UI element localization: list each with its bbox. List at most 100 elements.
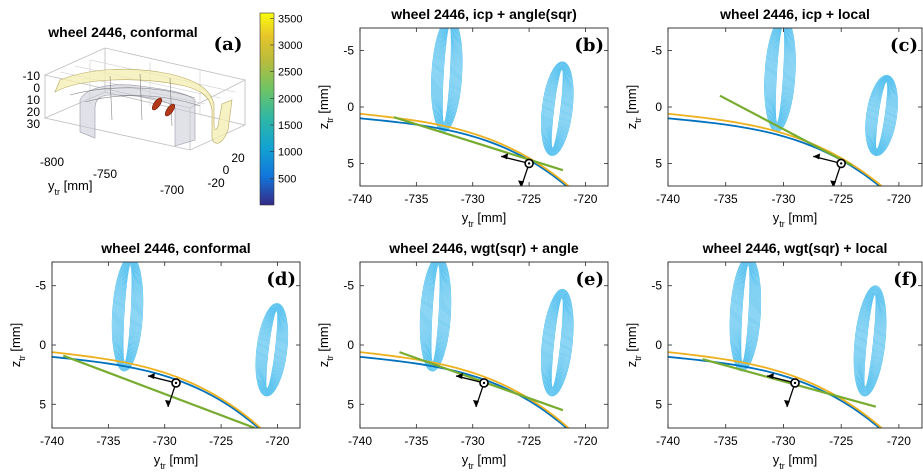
normal-arrowhead <box>165 399 171 407</box>
colorbar-tick-label: 3000 <box>278 40 302 52</box>
colorbar: 3500 3000 2500 2000 1500 1000 500 <box>259 12 302 206</box>
panel-f-title: wheel 2446, wgt(sqr) + local <box>702 240 888 256</box>
x-tick-label: -730 <box>153 434 177 448</box>
wheel-profile <box>668 112 883 186</box>
rail-profile <box>360 117 568 186</box>
y-tick-label: 0 <box>39 338 46 352</box>
panel-a-depth-tick: -20 <box>207 176 225 190</box>
y-tick-label: -5 <box>651 44 662 58</box>
y-axis-label: ztr [mm] <box>316 323 335 368</box>
x-tick-label: -740 <box>656 192 680 206</box>
panel-b-title: wheel 2446, icp + angle(sqr) <box>390 6 577 22</box>
tangent-arrowhead <box>767 372 774 379</box>
panel-d-title: wheel 2446, conformal <box>100 240 250 256</box>
y-axis-label: ztr [mm] <box>8 323 27 368</box>
pressure-distribution <box>764 28 796 133</box>
pressure-distribution <box>431 28 463 133</box>
colorbar-gradient <box>259 12 275 206</box>
normal-arrowhead <box>784 399 790 407</box>
x-tick-label: -720 <box>265 434 289 448</box>
panel-a: wheel 2446, conformal (a) <box>23 24 247 197</box>
pressure-distribution <box>419 262 452 372</box>
tangent-arrowhead <box>456 372 463 379</box>
y-tick-label: 5 <box>347 397 354 411</box>
panel-a-label: (a) <box>214 34 243 55</box>
y-tick-label: -5 <box>651 279 662 293</box>
pressure-distribution <box>853 285 887 397</box>
x-tick-label: -725 <box>517 434 541 448</box>
normal-arrowhead <box>518 180 525 186</box>
x-axis-label: ytr [mm] <box>773 210 818 229</box>
panel-a-contact-patch <box>151 97 163 111</box>
contact-line <box>702 358 877 408</box>
normal-arrowhead <box>473 399 479 407</box>
panel-a-ztick: 30 <box>27 117 41 131</box>
panel-a-xlabel: ytr [mm] <box>48 178 93 197</box>
panel-e-title: wheel 2446, wgt(sqr) + angle <box>388 240 579 256</box>
x-tick-label: -740 <box>348 434 372 448</box>
y-tick-label: 5 <box>655 397 662 411</box>
wheel-profile <box>360 112 570 186</box>
y-tick-label: -5 <box>343 44 354 58</box>
tangent-arrowhead <box>501 153 509 160</box>
panel-a-ztick: -10 <box>23 69 41 83</box>
x-tick-label: -720 <box>573 434 597 448</box>
x-tick-label: -735 <box>96 434 120 448</box>
contact-point-center <box>793 381 797 385</box>
y-tick-label: 0 <box>655 338 662 352</box>
panel-b-axes-box <box>359 27 609 187</box>
x-tick-label: -720 <box>573 192 597 206</box>
panel-b: wheel 2446, icp + angle(sqr) -740 -735 -730… <box>316 6 609 229</box>
panel-c-label: (c) <box>890 35 918 56</box>
contact-point-center <box>839 162 843 165</box>
tangent-arrowhead <box>148 372 155 379</box>
pressure-distribution <box>255 303 289 397</box>
wheel-profile <box>360 351 570 428</box>
contact-line <box>62 354 256 428</box>
x-tick-label: -740 <box>656 434 680 448</box>
y-tick-label: -5 <box>343 279 354 293</box>
panel-e-label: (e) <box>576 269 605 290</box>
contact-point-center <box>527 162 531 165</box>
x-tick-label: -725 <box>517 192 541 206</box>
panel-a-xtick: -750 <box>93 167 117 181</box>
x-tick-label: -725 <box>829 192 853 206</box>
panel-b-label: (b) <box>574 35 604 56</box>
pressure-distribution <box>540 288 574 397</box>
panel-d: wheel 2446, conformal -740 -735 -730 -725 -72… <box>8 240 301 471</box>
panel-a-rail-surface <box>79 84 196 147</box>
y-axis-label: ztr [mm] <box>316 85 335 130</box>
x-axis-label: ytr [mm] <box>462 210 507 229</box>
x-axis-label: ytr [mm] <box>154 452 199 471</box>
y-tick-label: 0 <box>347 100 354 114</box>
rail-profile <box>668 117 881 186</box>
normal-arrowhead <box>830 180 837 186</box>
colorbar-tick-label: 2000 <box>278 93 302 105</box>
panel-a-depth-tick: 20 <box>231 151 245 165</box>
panel-f-label: (f) <box>893 269 918 290</box>
panel-a-ztick: 20 <box>27 105 41 119</box>
pressure-distribution <box>111 262 144 372</box>
x-tick-label: -730 <box>461 192 485 206</box>
colorbar-tick-label: 1500 <box>278 120 302 132</box>
pressure-distribution <box>729 262 762 372</box>
x-tick-label: -730 <box>461 434 485 448</box>
y-tick-label: 5 <box>655 156 662 170</box>
pressure-distribution <box>540 61 574 156</box>
colorbar-tick-label: 500 <box>278 173 296 185</box>
tangent-arrowhead <box>813 153 821 160</box>
contact-line <box>719 94 854 167</box>
panel-a-depth-tick: 0 <box>223 163 230 177</box>
x-tick-label: -730 <box>771 434 795 448</box>
panel-c: wheel 2446, icp + local -740 -735 -730 -725 -… <box>624 6 923 229</box>
x-axis-label: ytr [mm] <box>773 452 818 471</box>
contact-line <box>393 116 564 172</box>
panel-a-ztick: 0 <box>33 81 40 95</box>
colorbar-tick-label: 3500 <box>278 13 302 25</box>
wheel-profile <box>668 351 883 428</box>
panel-a-contact-patch <box>164 103 176 117</box>
x-tick-label: -720 <box>887 434 911 448</box>
contact-point-center <box>174 381 178 385</box>
x-axis-label: ytr [mm] <box>462 452 507 471</box>
